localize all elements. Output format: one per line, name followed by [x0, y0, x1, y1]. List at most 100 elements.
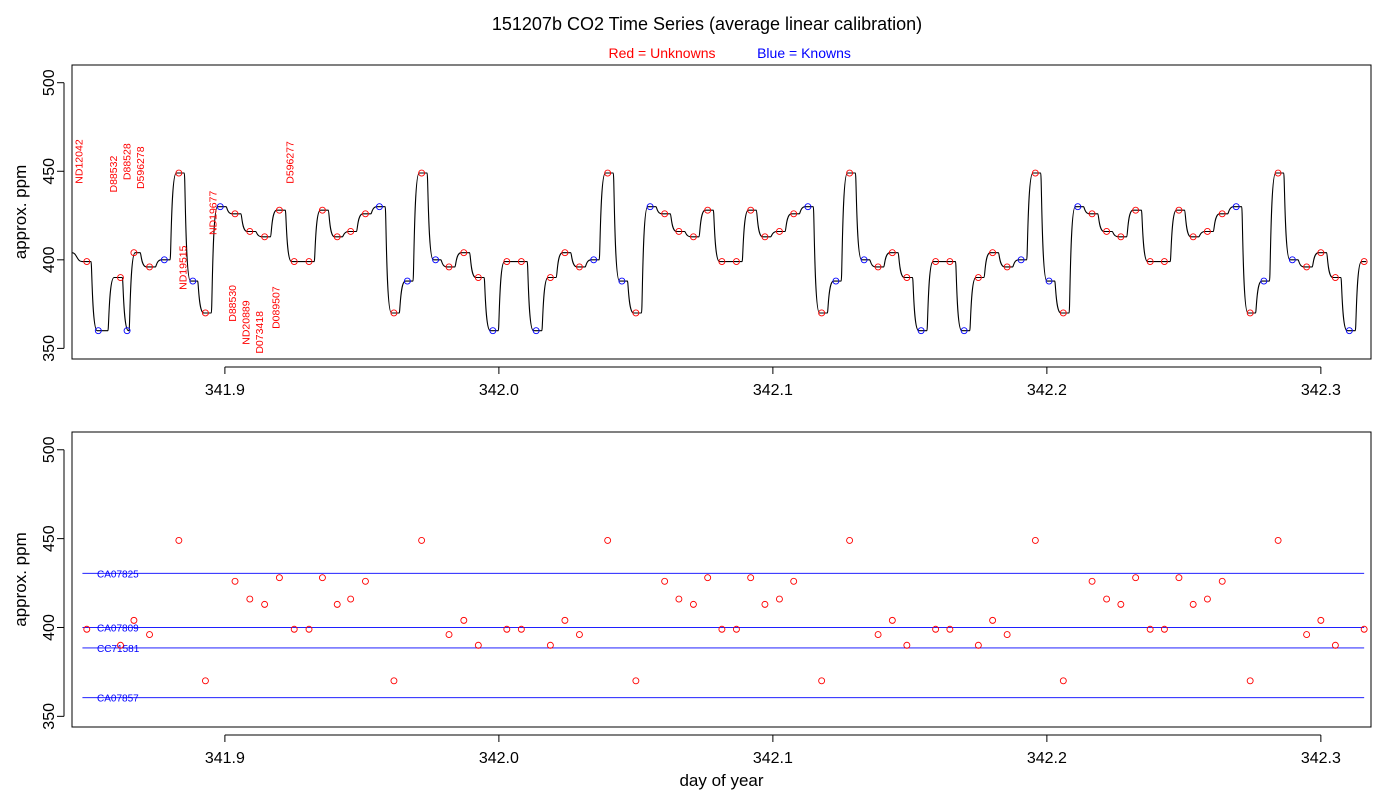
unknown-point: [474, 274, 482, 281]
unknown-point: [361, 577, 369, 585]
bottom-x-axis-label: day of year: [679, 771, 763, 790]
unknown-point: [718, 258, 726, 266]
known-point: [94, 327, 102, 335]
unknown-point: [946, 258, 954, 266]
unknown-point: [561, 249, 569, 257]
unknown-point: [275, 206, 283, 214]
known-point: [1288, 256, 1296, 264]
known-point: [532, 327, 540, 335]
unknown-point: [546, 641, 554, 649]
unknown-point: [83, 625, 91, 633]
unknown-point: [704, 206, 712, 214]
sample-label: D596277: [284, 141, 296, 184]
unknown-point: [261, 600, 269, 608]
unknown-point: [1331, 274, 1339, 281]
unknown-point: [675, 228, 683, 235]
bottom-x-tick-label: 342.1: [753, 750, 793, 767]
top-y-tick-label: 500: [41, 69, 58, 96]
known-point: [590, 256, 598, 264]
unknown-point: [83, 258, 91, 266]
known-point: [216, 203, 224, 211]
unknown-point: [1317, 616, 1325, 624]
unknown-point: [732, 625, 740, 633]
legend-unknowns: Red = Unknowns: [608, 45, 715, 61]
unknown-point: [747, 206, 755, 214]
top-y-tick-label: 350: [41, 335, 58, 362]
top-x-tick-label: 342.1: [753, 382, 793, 399]
unknown-point: [175, 536, 183, 544]
unknown-point: [1132, 574, 1140, 582]
unknown-point: [1360, 258, 1368, 266]
unknown-point: [974, 274, 982, 281]
unknown-point: [347, 595, 355, 603]
unknown-point: [1003, 263, 1011, 271]
unknown-point: [305, 258, 313, 266]
unknown-point: [604, 536, 612, 544]
unknown-point: [1360, 625, 1368, 633]
unknown-point: [333, 233, 341, 241]
unknown-point: [575, 631, 583, 639]
bottom-plot-frame: [71, 431, 1372, 728]
top-x-tick-label: 341.9: [205, 382, 245, 399]
unknown-point: [689, 233, 697, 241]
sample-label: D089507: [271, 286, 283, 329]
unknown-point: [146, 263, 153, 271]
bottom-x-tick-label: 342.3: [1301, 750, 1341, 767]
known-point: [646, 203, 654, 211]
unknown-point: [747, 574, 755, 582]
known-point: [804, 203, 812, 211]
bottom-y-axis-label: approx. ppm: [11, 532, 30, 627]
unknown-point: [874, 631, 882, 639]
bottom-y-tick-label: 500: [41, 436, 58, 463]
top-plot-frame: [71, 64, 1372, 360]
bottom-y-tick-label: 450: [41, 525, 58, 552]
unknown-point: [418, 536, 426, 544]
unknown-point: [846, 169, 854, 177]
legend-knowns: Blue = Knowns: [757, 45, 851, 61]
unknown-point: [231, 210, 239, 218]
unknown-point: [146, 631, 153, 639]
unknown-point: [117, 274, 124, 281]
known-point: [189, 277, 197, 285]
bottom-panel: 341.9 342.0 342.1 342.2 342.3 350 400 450 500 app…: [11, 431, 1372, 790]
unknown-point: [1303, 631, 1311, 639]
sample-label: ND12042: [73, 139, 85, 184]
unknown-point: [1331, 641, 1339, 649]
standard-label: CA07825: [97, 569, 139, 580]
unknown-point: [1203, 228, 1211, 235]
unknown-point: [474, 641, 482, 649]
known-point: [832, 277, 840, 285]
unknown-point: [517, 625, 525, 633]
unknown-point: [318, 574, 326, 582]
known-point: [160, 256, 168, 264]
unknown-point: [503, 625, 511, 633]
sample-label: D596278: [135, 146, 147, 189]
unknown-point: [318, 206, 326, 214]
top-panel: 341.9 342.0 342.1 342.2 342.3 350 400 450 500 app…: [11, 64, 1372, 399]
unknown-point: [1103, 228, 1111, 235]
known-point: [432, 256, 440, 264]
standard-label: CA07857: [97, 694, 139, 705]
unknown-point: [275, 574, 283, 582]
sample-label: ND19515: [178, 245, 190, 290]
known-point: [1045, 277, 1053, 285]
unknown-point: [903, 641, 911, 649]
sample-label: ND20889: [241, 300, 253, 345]
unknown-point: [818, 309, 826, 317]
unknown-point: [661, 577, 669, 585]
unknown-point: [575, 263, 583, 271]
unknown-point: [874, 263, 882, 271]
unknown-point: [261, 233, 269, 241]
known-point: [375, 203, 383, 211]
known-point: [489, 327, 497, 335]
unknown-point: [201, 677, 209, 685]
unknown-point: [732, 258, 740, 266]
sample-label: D88528: [122, 143, 134, 180]
unknown-point: [246, 228, 254, 235]
bottom-x-tick-label: 342.2: [1027, 750, 1067, 767]
unknown-point: [1218, 210, 1226, 218]
unknown-point: [790, 210, 798, 218]
unknown-point: [888, 616, 896, 624]
unknown-point: [503, 258, 511, 266]
